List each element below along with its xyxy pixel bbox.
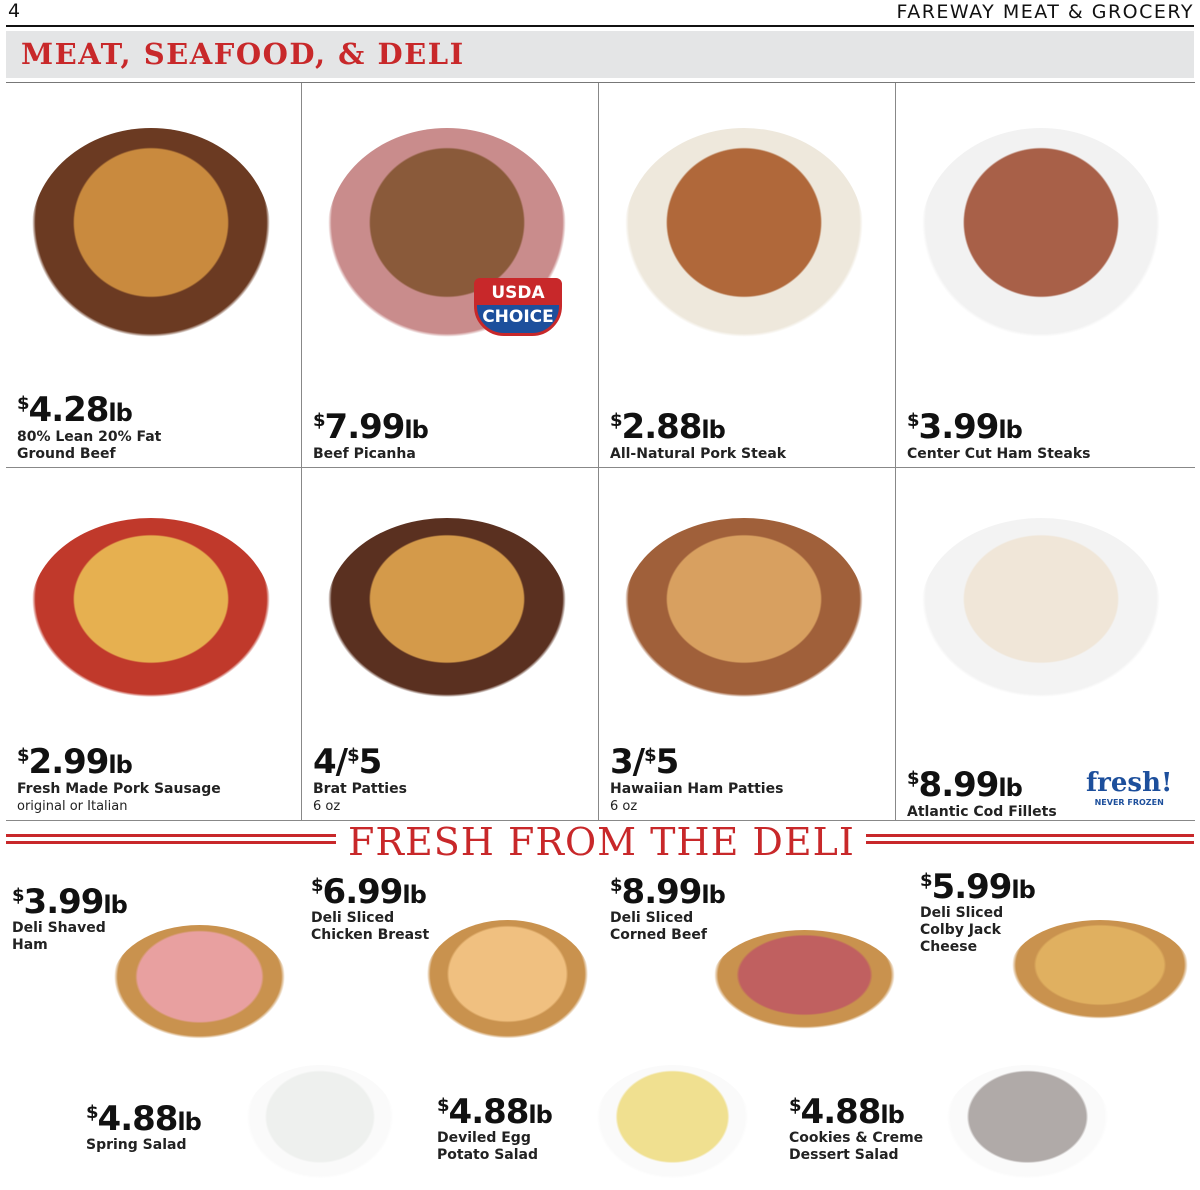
product-name: Spring Salad [86,1137,187,1153]
product-name: Fresh Made Pork Sausage original or Itali… [17,781,221,814]
sandwich-image [712,930,897,1030]
product-name: Deli Shaved Ham [12,920,106,953]
price: $5.99lb [920,867,1036,907]
product-name: Beef Picanha [313,446,416,462]
deli-item[interactable]: $4.88lb Deviled Egg Potato Salad [437,1092,553,1164]
product-cell-ground-beef-burger[interactable]: $4.28lb 80% Lean 20% Fat Ground Beef [6,83,302,468]
divider [6,25,1194,27]
deli-title: FRESH FROM THE DELI [348,820,855,864]
deli-item[interactable]: $4.88lb Spring Salad [86,1099,202,1154]
sandwich-image [112,925,287,1040]
product-name: 80% Lean 20% Fat Ground Beef [17,429,162,462]
section-title: MEAT, SEAFOOD, & DELI [21,37,465,71]
product-grid: $4.28lb 80% Lean 20% Fat Ground Beef $7.9… [6,82,1195,821]
brat-burger-image [327,518,567,698]
price: $6.99lb [311,872,427,912]
deli-item[interactable]: $3.99lb Deli Shaved Ham [12,882,128,954]
salad-bowl-image [595,1065,750,1180]
product-name: Deviled Egg Potato Salad [437,1130,539,1163]
price: $4.88lb [86,1099,202,1139]
salad-bowl-image [945,1065,1110,1180]
section-header: MEAT, SEAFOOD, & DELI [6,31,1194,78]
salad-bowl-image [245,1065,395,1180]
price: $2.88lb [610,407,726,447]
product-name: Hawaiian Ham Patties 6 oz [610,781,784,814]
store-name: FAREWAY MEAT & GROCERY [896,1,1194,23]
price: $8.99lb [907,765,1023,805]
product-name: Deli Sliced Chicken Breast [311,910,430,943]
price: 4/$5 [313,742,382,782]
deli-header: FRESH FROM THE DELI [0,820,1200,865]
cod-fillet-plate-image [921,518,1161,698]
product-name: Deli Sliced Colby Jack Cheese [920,905,1004,955]
price: $8.99lb [610,872,726,912]
product-name: Deli Sliced Corned Beef [610,910,707,943]
product-cell-ham-patty-sandwich[interactable]: 3/$5 Hawaiian Ham Patties 6 oz [599,468,896,821]
pork-steak-image [624,128,864,338]
price: $7.99lb [313,407,429,447]
deli-item[interactable]: $6.99lb Deli Sliced Chicken Breast [311,875,429,944]
product-cell-ham-steaks[interactable]: $3.99lb Center Cut Ham Steaks [896,83,1195,468]
product-cell-pork-steak[interactable]: $2.88lb All-Natural Pork Steak [599,83,896,468]
product-name: Cookies & Creme Dessert Salad [789,1130,924,1163]
product-name: Brat Patties 6 oz [313,781,407,814]
fresh-never-frozen-badge: fresh! NEVER FROZEN [1086,768,1173,807]
product-cell-cod-fillet-plate[interactable]: $8.99lb Atlantic Cod Fillets fresh! NEVER … [896,468,1195,821]
ground-beef-burger-image [31,128,271,338]
deli-item[interactable]: $4.88lb Cookies & Creme Dessert Salad [789,1095,923,1164]
spaghetti-meatballs-image [31,518,271,698]
divider [6,834,336,844]
product-cell-brat-burger[interactable]: 4/$5 Brat Patties 6 oz [302,468,599,821]
deli-item[interactable]: $5.99lb Deli Sliced Colby Jack Cheese [920,867,1036,956]
price: $3.99lb [907,407,1023,447]
price: $4.28lb [17,390,133,430]
product-name: Center Cut Ham Steaks [907,446,1091,462]
price: $2.99lb [17,742,133,782]
ham-steaks-image [921,128,1161,338]
product-cell-spaghetti-meatballs[interactable]: $2.99lb Fresh Made Pork Sausage original … [6,468,302,821]
product-name: All-Natural Pork Steak [610,446,787,462]
page-number: 4 [8,0,21,22]
sandwich-image [425,920,590,1040]
price: $4.88lb [437,1092,553,1132]
price: $4.88lb [789,1092,905,1132]
price: 3/$5 [610,742,679,782]
price: $3.99lb [12,882,128,922]
product-cell-beef-picanha[interactable]: $7.99lb Beef Picanha USDA CHOICE [302,83,599,468]
usda-choice-badge: USDA CHOICE [474,278,562,336]
divider [866,834,1194,844]
sandwich-image [1010,920,1190,1020]
product-name: Atlantic Cod Fillets [907,804,1057,820]
deli-item[interactable]: $8.99lb Deli Sliced Corned Beef [610,872,726,944]
ham-patty-sandwich-image [624,518,864,698]
